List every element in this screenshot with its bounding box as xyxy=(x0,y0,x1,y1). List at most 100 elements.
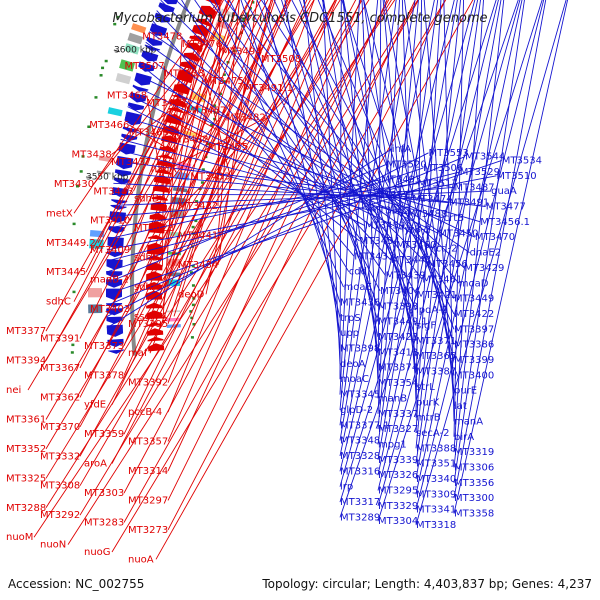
forward-gene-label: nuoN xyxy=(40,540,66,551)
forward-gene-label: pccB-4 xyxy=(128,407,162,418)
gc-marker xyxy=(242,18,246,21)
reverse-gene-label: MT3470 xyxy=(475,232,515,243)
gc-marker xyxy=(218,92,222,96)
forward-gene-label: MT3443 xyxy=(93,186,133,197)
forward-gene-arrow xyxy=(146,302,163,309)
forward-gene-label: MT3437.1 xyxy=(111,157,161,168)
reverse-gene-label: MT3436 xyxy=(340,298,380,309)
forward-gene-label: MT3362 xyxy=(40,392,80,403)
reverse-leader-line xyxy=(339,0,397,426)
reverse-gene-label: MT3295 xyxy=(378,486,418,497)
gc-marker xyxy=(99,74,103,77)
reverse-leader-line xyxy=(118,149,371,211)
reverse-leader-line xyxy=(148,31,470,253)
reverse-gene-label: lrp xyxy=(340,482,353,493)
reverse-gene-label: MT3393 xyxy=(378,301,418,312)
reverse-leader-line xyxy=(106,152,429,318)
gc-marker xyxy=(191,284,195,287)
forward-gene-label: MT3297 xyxy=(128,495,168,506)
reverse-gene-label: MT3510 xyxy=(496,171,536,182)
reverse-leader-line xyxy=(339,0,519,518)
reverse-gene-label: MT3460 xyxy=(396,240,436,251)
reverse-leader-line xyxy=(284,0,341,334)
reverse-leader-line xyxy=(105,156,466,307)
reverse-leader-line xyxy=(382,0,417,387)
reverse-gene-label: MT3317 xyxy=(340,497,380,508)
map-title: Mycobacterium tuberculosis CDC1551, comp… xyxy=(112,11,487,26)
forward-gene-label: MT3455 xyxy=(208,142,248,153)
forward-gene-label: nagA xyxy=(151,164,177,175)
gc-marker xyxy=(75,184,79,188)
reverse-leader-line xyxy=(415,0,545,510)
reverse-gene-label: MT3491 xyxy=(449,198,489,209)
reverse-gene-label: MT3404 xyxy=(380,286,420,297)
forward-leader-line xyxy=(123,0,419,523)
reverse-annotation-bars xyxy=(88,23,147,314)
reverse-gene-label: MT3459 xyxy=(365,221,405,232)
forward-gene-arrow xyxy=(146,255,163,261)
forward-gene-label: MT3491.1 xyxy=(243,83,293,94)
reverse-gene-label: MT3306 xyxy=(454,463,494,474)
forward-gene-label: MT3288 xyxy=(6,503,46,514)
forward-leader-line xyxy=(79,0,269,369)
reverse-gene-label: MT3387 xyxy=(416,367,456,378)
reverse-gene-label: guaA xyxy=(491,186,517,197)
reverse-leader-line xyxy=(322,0,341,364)
reverse-gene-label: birA xyxy=(454,432,474,443)
gc-marker xyxy=(113,22,117,26)
gc-marker xyxy=(201,168,205,171)
reverse-leader-line xyxy=(256,0,379,307)
forward-leader-line xyxy=(123,0,292,376)
forward-leader-line xyxy=(149,0,288,354)
forward-leader-line xyxy=(73,0,220,214)
reverse-gene-arrow xyxy=(124,111,143,126)
reverse-leader-line xyxy=(194,0,386,276)
gc-marker xyxy=(191,225,195,229)
reverse-gene-label: MT3341 xyxy=(416,505,456,516)
forward-leader-line xyxy=(111,0,357,464)
forward-gene-label: deoD xyxy=(178,289,205,300)
reverse-leader-line xyxy=(263,0,341,318)
reverse-leader-line xyxy=(453,0,569,514)
forward-gene-label: MT3438 xyxy=(72,150,112,161)
reverse-gene-arrow xyxy=(138,61,155,72)
reverse-leader-line xyxy=(339,0,416,441)
reverse-gene-label: MT3319 xyxy=(454,447,494,458)
reverse-gene-label: MT3300 xyxy=(454,493,494,504)
forward-leader-line xyxy=(167,0,447,531)
reverse-gene-label: MT3358 xyxy=(454,509,494,520)
forward-gene-label: MT3403 xyxy=(90,304,130,315)
reverse-leader-line xyxy=(415,0,442,434)
forward-gene-label: nuoG xyxy=(84,547,111,558)
reverse-gene-label: MT3534 xyxy=(502,155,542,166)
reverse-leader-line xyxy=(404,0,455,391)
forward-gene-label: yfdE xyxy=(84,400,106,411)
forward-gene-label: nuoM xyxy=(6,532,33,543)
reverse-leader-line xyxy=(303,0,341,349)
reverse-gene-label: MT3354 xyxy=(378,378,418,389)
forward-gene-label: MT3303 xyxy=(84,488,124,499)
reverse-gene-label: MT3309 xyxy=(416,489,456,500)
reverse-leader-line xyxy=(106,148,393,329)
reverse-gene-label: lpdA-2 xyxy=(416,305,448,316)
reverse-gene-label: cdd xyxy=(349,267,367,278)
reverse-leader-line xyxy=(339,0,435,457)
forward-leader-line xyxy=(45,0,251,361)
reverse-gene-label: MT3365 xyxy=(416,351,456,362)
reverse-leader-line xyxy=(415,0,461,449)
forward-gene-label: MT3494 xyxy=(221,46,261,57)
forward-gene-label: MT3508 xyxy=(261,54,301,65)
forward-gene-label: MT3467 xyxy=(186,105,226,116)
forward-gene-label: MT3483 xyxy=(146,98,186,109)
reverse-gene-label: MT3520 xyxy=(387,159,427,170)
reverse-gene-label: dnaE2 xyxy=(470,248,502,259)
reverse-gene-label: lytB-2 xyxy=(402,225,431,236)
reverse-gene-label: upp xyxy=(340,328,359,339)
reverse-leader-line xyxy=(107,175,497,251)
forward-gene-label: MT3433 xyxy=(190,172,230,183)
reverse-gene-label: MT3422 xyxy=(454,309,494,320)
reverse-leader-line xyxy=(377,0,543,522)
forward-gene-label: sdhD xyxy=(134,194,160,205)
reverse-gene-label: MT3450 xyxy=(438,228,478,239)
forward-gene-label: sseA-4 xyxy=(134,311,167,322)
